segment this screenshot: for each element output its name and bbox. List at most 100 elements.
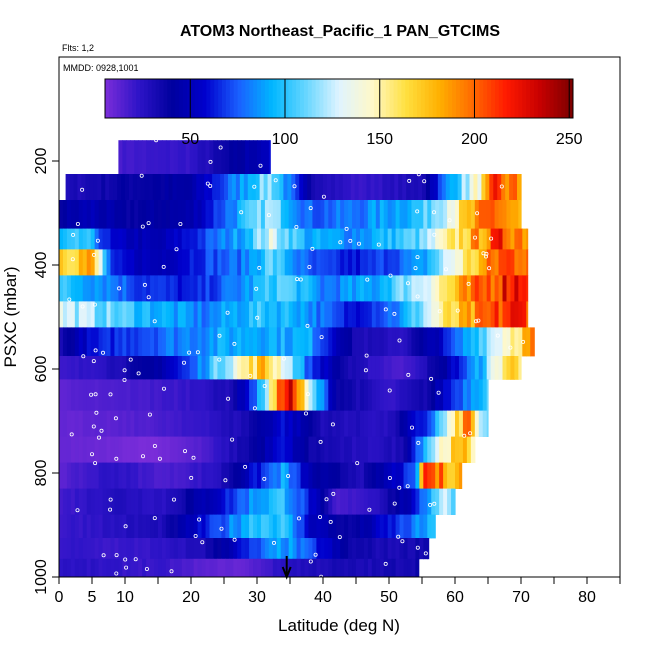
sample-marker (91, 359, 96, 364)
colorbar-swatch (175, 79, 180, 118)
colorbar-swatch (514, 79, 519, 118)
heat-cell (245, 275, 250, 302)
heat-cell (466, 228, 472, 250)
heat-cell (158, 410, 163, 437)
colorbar-swatch (257, 79, 262, 118)
heat-cell (470, 275, 476, 302)
heat-cell (245, 140, 250, 175)
heat-cell (209, 356, 215, 380)
heat-cell (276, 488, 282, 515)
heat-cell (165, 514, 171, 539)
x-tick-label: 0 (55, 589, 64, 606)
heat-cell (189, 327, 195, 357)
heat-cell (332, 356, 337, 380)
heat-cell (367, 436, 373, 463)
heat-cell (177, 410, 183, 437)
heat-cell (320, 200, 325, 229)
heat-cell (312, 410, 317, 437)
heat-cell (117, 174, 122, 201)
pressure-band (65, 174, 522, 201)
heat-cell (233, 436, 238, 463)
heat-cell (387, 462, 393, 489)
sample-marker (318, 439, 323, 444)
sample-marker (409, 425, 414, 430)
sample-marker (92, 252, 97, 257)
heat-cell (161, 228, 167, 250)
heat-cell (97, 174, 102, 201)
heat-cell (494, 200, 500, 229)
heat-cell (181, 140, 187, 175)
heat-cell (109, 174, 114, 201)
heat-cell (490, 275, 496, 302)
heat-cell (257, 228, 262, 250)
heat-cell (213, 558, 218, 578)
heat-cell (518, 200, 522, 229)
heat-cell (280, 228, 286, 250)
heat-cell (209, 436, 215, 463)
heat-cell (82, 488, 88, 515)
heat-cell (98, 356, 104, 380)
heat-cell (356, 436, 361, 463)
heat-cell (126, 436, 131, 463)
heat-cell (189, 436, 195, 463)
heat-cell (356, 514, 361, 539)
heat-cell (196, 174, 201, 201)
heat-cell (118, 462, 123, 489)
heat-cell (268, 140, 271, 175)
heat-cell (144, 174, 150, 201)
heat-cell (510, 327, 515, 357)
heat-cell (344, 462, 349, 489)
heat-cell (217, 327, 222, 357)
heat-cell (66, 228, 72, 250)
sample-marker (521, 339, 526, 344)
heat-cell (213, 327, 218, 357)
sample-marker (423, 551, 428, 556)
heat-cell (245, 301, 250, 328)
heat-cell (375, 249, 381, 276)
heat-cell (185, 462, 191, 489)
heat-cell (59, 249, 64, 276)
heat-cell (134, 200, 139, 229)
heat-cell (411, 275, 416, 302)
heat-cell (391, 301, 397, 328)
heat-cell (245, 462, 250, 489)
heat-cell (134, 228, 139, 250)
heat-cell (158, 538, 163, 560)
heat-cell (403, 301, 409, 328)
heat-cell (403, 436, 409, 463)
heat-cell (102, 410, 108, 437)
heat-cell (407, 538, 413, 560)
heat-cell (241, 356, 246, 380)
heat-cell (292, 275, 298, 302)
heat-cell (275, 174, 281, 201)
heat-cell (130, 356, 135, 380)
y-axis-label: PSXC (mbar) (1, 266, 20, 367)
heat-cell (367, 228, 373, 250)
heat-cell (490, 200, 496, 229)
heat-cell (160, 174, 166, 201)
heat-cell (245, 356, 250, 380)
heat-cell (375, 436, 381, 463)
heat-cell (510, 249, 515, 276)
sample-marker (296, 516, 301, 521)
sample-marker (432, 232, 437, 237)
heat-cell (138, 228, 143, 250)
colorbar-swatch (389, 79, 395, 118)
heat-cell (142, 356, 147, 380)
heat-cell (59, 436, 64, 463)
heat-cell (407, 379, 413, 411)
heat-cell (415, 200, 420, 229)
heat-cell (154, 200, 159, 229)
heat-cell (217, 275, 222, 302)
heat-cell (367, 200, 373, 229)
sample-marker (400, 539, 405, 544)
heat-cell (201, 228, 207, 250)
colorbar-swatch (502, 79, 508, 118)
colorbar-swatch (214, 79, 219, 118)
heat-cell (221, 379, 226, 411)
colorbar-swatch (222, 79, 227, 118)
heat-cell (253, 558, 258, 578)
heat-cell (312, 327, 317, 357)
heat-cell (395, 200, 401, 229)
heat-cell (142, 275, 147, 302)
